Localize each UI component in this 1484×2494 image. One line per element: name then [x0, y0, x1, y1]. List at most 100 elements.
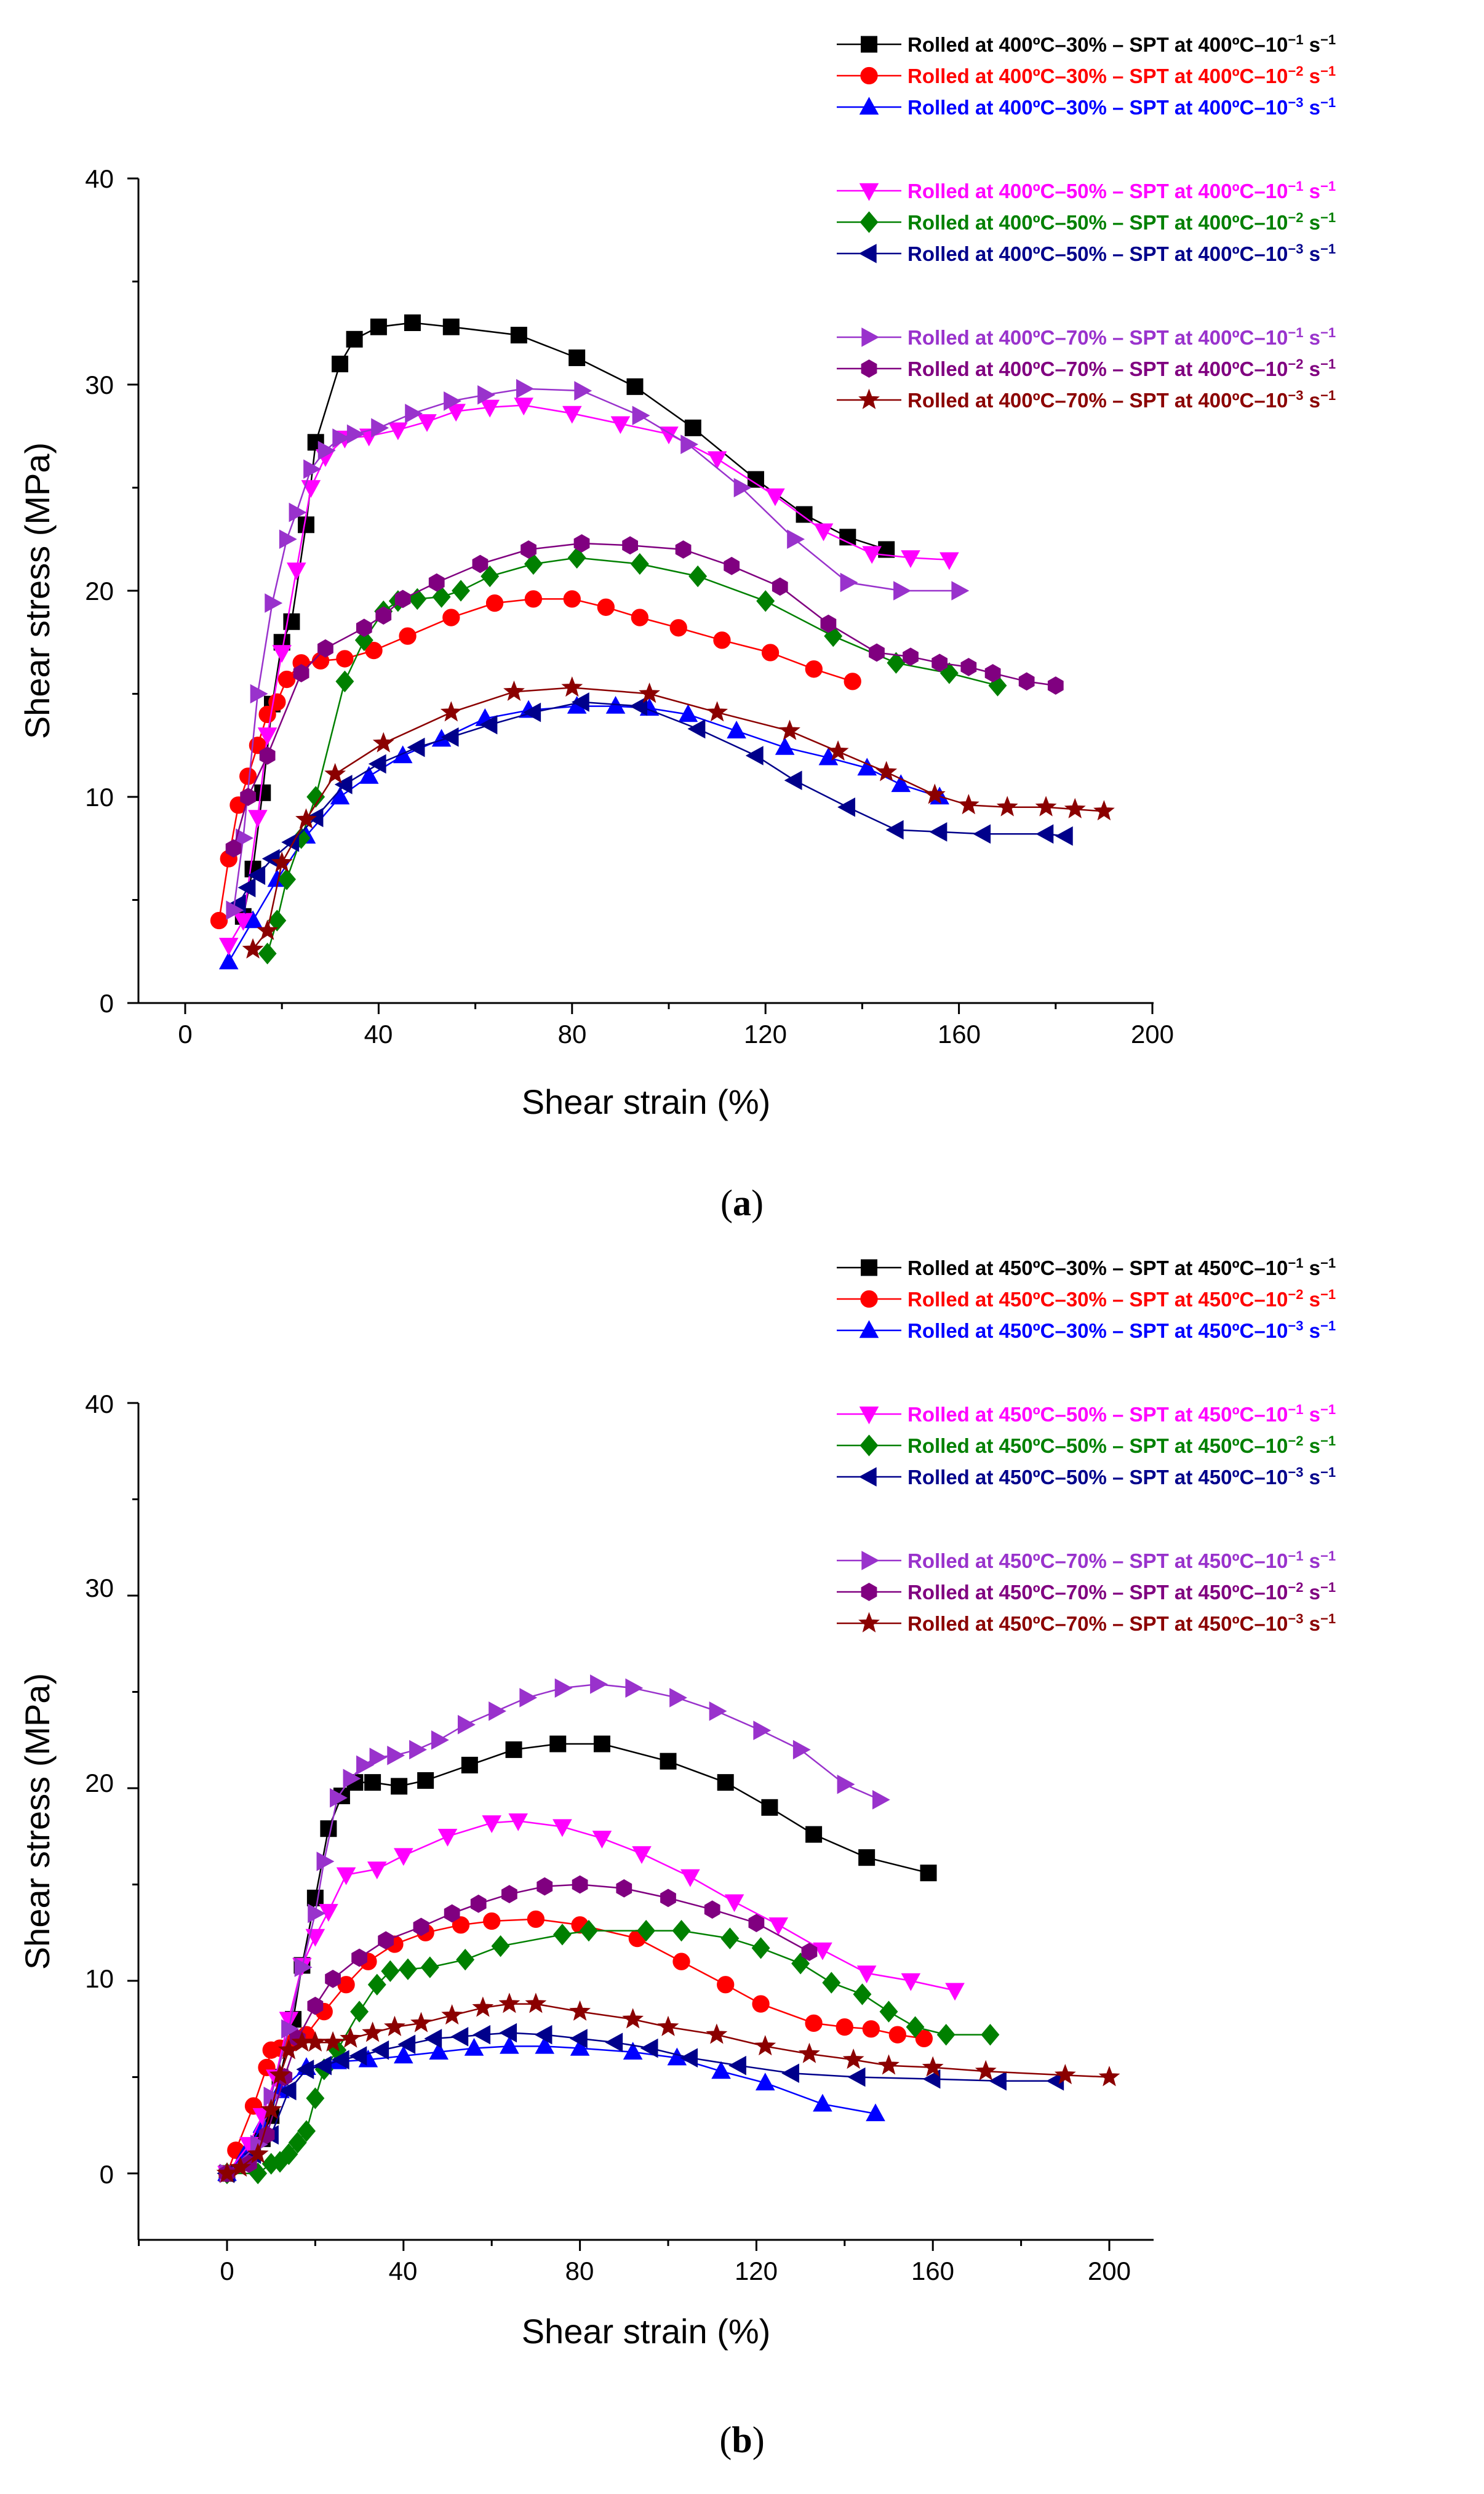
legend-label: Rolled at 400ºC–30% – SPT at 400ºC–10−3 …: [908, 95, 1336, 119]
data-point: [813, 523, 834, 542]
legend-label-exp: −2: [1288, 63, 1303, 79]
data-point: [263, 2087, 282, 2106]
data-point: [901, 1973, 921, 1991]
data-point: [279, 2012, 299, 2030]
data-point: [706, 2023, 728, 2044]
legend-label: Rolled at 400ºC–50% – SPT at 400ºC–10−1 …: [908, 178, 1336, 203]
data-point: [672, 1919, 691, 1942]
data-point: [842, 2048, 864, 2069]
data-point: [279, 529, 297, 550]
data-point: [781, 2063, 799, 2084]
data-point: [452, 1916, 470, 1934]
data-point: [813, 1942, 832, 1960]
data-point: [720, 1927, 740, 1949]
legend-label: Rolled at 450ºC–70% – SPT at 450ºC–10−1 …: [908, 1548, 1336, 1573]
legend-label-unit: s: [1304, 1434, 1321, 1457]
legend-label-unit: s: [1304, 211, 1321, 234]
data-point: [687, 719, 706, 739]
data-point: [755, 2072, 775, 2091]
data-point: [480, 399, 500, 418]
legend-label-main: Rolled at 450ºC–30% – SPT at 450ºC–10: [908, 1288, 1288, 1311]
data-point: [257, 919, 279, 940]
legend-label-unit-exp: −1: [1320, 178, 1336, 194]
data-point: [452, 580, 470, 602]
legend-label-exp: −1: [1288, 325, 1303, 340]
data-point: [748, 1914, 765, 1932]
legend-label-exp: −3: [1288, 1611, 1303, 1626]
data-point: [704, 1900, 720, 1919]
series-line: [228, 404, 949, 946]
legend-label: Rolled at 400ºC–30% – SPT at 400ºC–10−1 …: [908, 32, 1336, 57]
data-point: [567, 546, 586, 569]
y-tick-label: 0: [100, 989, 114, 1018]
data-point: [626, 378, 644, 395]
data-point: [592, 1831, 612, 1849]
data-point: [216, 2162, 238, 2183]
data-point: [410, 2012, 432, 2032]
data-point: [516, 378, 534, 399]
data-point: [866, 2103, 885, 2122]
data-point: [657, 2015, 679, 2036]
data-point: [525, 1992, 547, 2013]
data-point: [369, 1748, 388, 1767]
chart-panel-b: 0 40 80 120 160 200 0 10 20 30 40 Shear …: [18, 1255, 1336, 2461]
data-point: [259, 746, 276, 765]
data-point: [751, 1937, 770, 1959]
data-point: [768, 1917, 789, 1935]
legend-label-exp: −2: [1288, 1287, 1303, 1302]
data-point: [477, 385, 495, 405]
data-point: [324, 762, 346, 783]
data-point: [553, 1819, 572, 1837]
data-point: [485, 594, 504, 612]
data-point: [822, 1972, 841, 1994]
data-point: [840, 572, 858, 593]
data-point: [417, 1772, 434, 1789]
legend-label: Rolled at 400ºC–70% – SPT at 400ºC–10−1 …: [908, 325, 1336, 350]
data-point: [796, 506, 813, 523]
data-point: [885, 820, 904, 840]
x-tick-labels-b: 0 40 80 120 160 200: [220, 2256, 1131, 2285]
data-point: [444, 391, 461, 411]
legend-label-main: Rolled at 450ºC–70% – SPT at 450ºC–10: [908, 1581, 1288, 1604]
legend-marker: [861, 36, 877, 53]
x-tick-label: 160: [938, 1020, 981, 1049]
data-point: [440, 701, 462, 722]
data-point: [481, 565, 500, 588]
data-point: [878, 2054, 900, 2075]
data-point: [261, 849, 280, 869]
data-point: [568, 349, 586, 366]
series-line: [228, 705, 940, 962]
legend-label-unit: s: [1304, 65, 1321, 87]
x-tick-label: 80: [565, 2256, 594, 2285]
legend-label-exp: −2: [1288, 1433, 1303, 1449]
y-tick-label: 30: [85, 1573, 114, 1602]
data-point: [1093, 800, 1115, 821]
legend-marker: [858, 244, 877, 263]
data-point: [1035, 796, 1057, 817]
legend-label-unit: s: [1304, 180, 1321, 202]
data-point: [413, 1917, 429, 1936]
data-point: [761, 644, 780, 661]
legend-label: Rolled at 450ºC–50% – SPT at 450ºC–10−1 …: [908, 1402, 1336, 1426]
data-point: [920, 1865, 937, 1882]
legend-label-unit-exp: −1: [1320, 1580, 1336, 1595]
data-point: [265, 593, 283, 613]
series-5: [217, 2023, 1064, 2183]
legend-label-main: Rolled at 400ºC–50% – SPT at 400ºC–10: [908, 180, 1288, 202]
legend-entry: Rolled at 450ºC–50% – SPT at 450ºC–10−1 …: [837, 1402, 1336, 1426]
data-point: [791, 1952, 810, 1975]
legend-label: Rolled at 450ºC–30% – SPT at 450ºC–10−3 …: [908, 1318, 1336, 1343]
data-point: [625, 1678, 644, 1698]
data-point: [579, 1919, 598, 1942]
data-point: [1055, 826, 1073, 846]
data-point: [444, 1904, 460, 1923]
data-point: [464, 2037, 484, 2056]
legend-label-unit: s: [1304, 1403, 1321, 1426]
data-point: [706, 701, 728, 722]
legend-label-unit-exp: −1: [1320, 1287, 1336, 1302]
data-point: [371, 418, 389, 438]
data-point: [335, 670, 354, 693]
data-point: [597, 598, 615, 616]
legend-entry: Rolled at 400ºC–70% – SPT at 400ºC–10−1 …: [837, 325, 1336, 350]
legend-label-main: Rolled at 400ºC–70% – SPT at 400ºC–10: [908, 358, 1288, 380]
